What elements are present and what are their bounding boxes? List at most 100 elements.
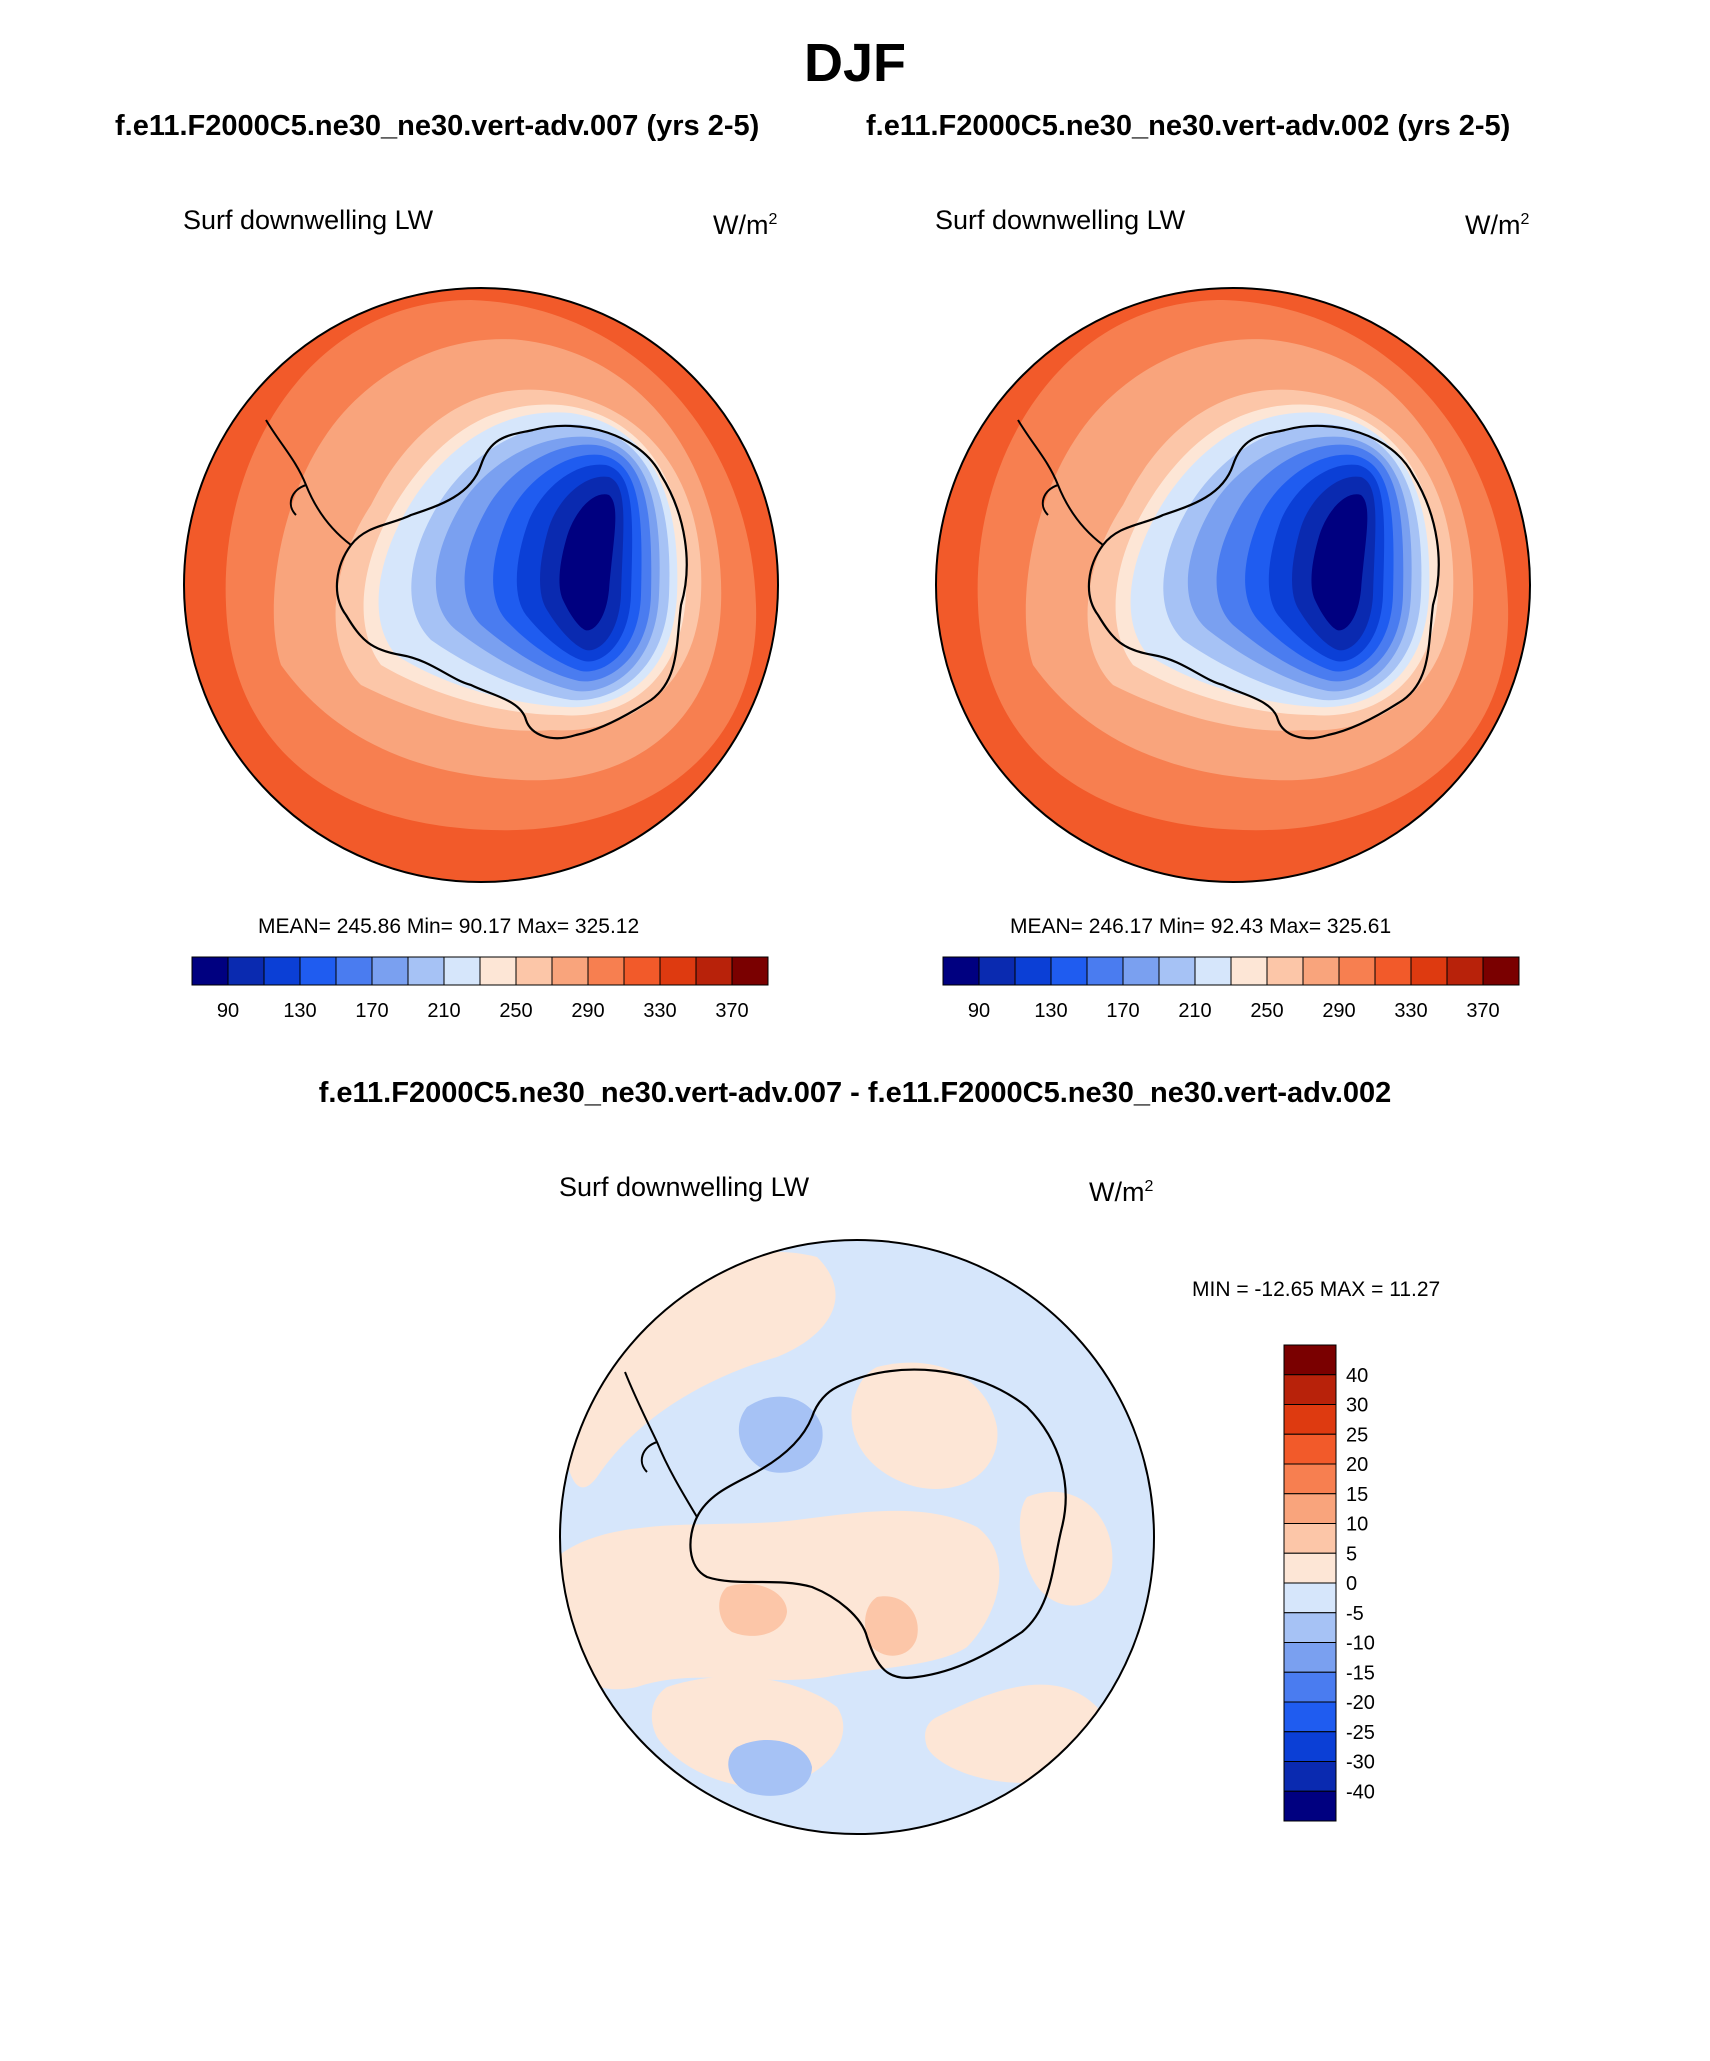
antarctica-coastline bbox=[689, 1368, 1067, 1680]
colorbar-swatch bbox=[1194, 956, 1232, 986]
ice-8 bbox=[1311, 494, 1368, 631]
colorbar-label: 170 bbox=[1106, 1000, 1139, 1022]
diff-pos2-region-1 bbox=[719, 1583, 787, 1636]
colorbar-right: 90 130 170 210 250 290 330 370 bbox=[942, 956, 1520, 1022]
colorbar-swatch bbox=[695, 956, 733, 986]
antarctic-peninsula bbox=[624, 1371, 698, 1518]
colorbar-swatch bbox=[299, 956, 337, 986]
difference-title: f.e11.F2000C5.ne30_ne30.vert-adv.007 - f… bbox=[318, 1077, 1392, 1109]
colorbar-label: 290 bbox=[571, 1000, 604, 1022]
panel-right-stats: MEAN= 246.17 Min= 92.43 Max= 325.61 bbox=[1010, 915, 1392, 938]
colorbar-swatch bbox=[1283, 1671, 1337, 1703]
map-right bbox=[935, 287, 1531, 883]
colorbar-label: 15 bbox=[1346, 1484, 1368, 1506]
colorbar-swatch bbox=[1050, 956, 1088, 986]
colorbar-swatch bbox=[1283, 1642, 1337, 1673]
colorbar-left: 90 130 170 210 250 290 330 370 bbox=[191, 956, 769, 1022]
colorbar-label: 25 bbox=[1346, 1424, 1368, 1446]
ice-8 bbox=[559, 494, 616, 631]
map-border bbox=[183, 287, 779, 883]
colorbar-label: 290 bbox=[1322, 1000, 1355, 1022]
panel-diff-units: W/m2 bbox=[1089, 1177, 1154, 1207]
colorbar-swatch bbox=[263, 956, 301, 986]
colorbar-swatch bbox=[1283, 1344, 1337, 1376]
panel-diff-stats: MIN = -12.65 MAX = 11.27 bbox=[1192, 1278, 1441, 1301]
colorbar-swatch bbox=[1266, 956, 1304, 986]
colorbar-swatch bbox=[623, 956, 661, 986]
panel-right-variable: Surf downwelling LW bbox=[935, 205, 1186, 235]
colorbar-swatch bbox=[1014, 956, 1052, 986]
colorbar-label: 90 bbox=[217, 1000, 239, 1022]
case-left-title: f.e11.F2000C5.ne30_ne30.vert-adv.007 (yr… bbox=[115, 110, 760, 142]
colorbar-label: 250 bbox=[1250, 1000, 1283, 1022]
colorbar-swatch bbox=[978, 956, 1016, 986]
colorbar-swatch bbox=[1122, 956, 1160, 986]
colorbar-label: 90 bbox=[968, 1000, 990, 1022]
colorbar-label: -20 bbox=[1346, 1692, 1375, 1714]
colorbar-label: -15 bbox=[1346, 1662, 1375, 1684]
colorbar-label: 0 bbox=[1346, 1573, 1357, 1595]
colorbar-difference: 40 30 25 20 15 10 5 0 -5 -10 -15 -20 -25 -30 -40 bbox=[1283, 1344, 1375, 1822]
colorbar-swatch bbox=[371, 956, 409, 986]
diff-neg2-region-2 bbox=[728, 1739, 812, 1796]
antarctic-peninsula bbox=[1017, 419, 1104, 546]
antarctic-peninsula bbox=[265, 419, 352, 546]
colorbar-label: 130 bbox=[283, 1000, 316, 1022]
colorbar-label: 370 bbox=[1466, 1000, 1499, 1022]
colorbar-swatch bbox=[1283, 1404, 1337, 1435]
colorbar-swatch bbox=[227, 956, 265, 986]
colorbar-swatch bbox=[443, 956, 481, 986]
colorbar-swatch bbox=[1283, 1374, 1337, 1405]
colorbar-swatch bbox=[335, 956, 373, 986]
colorbar-label: 20 bbox=[1346, 1454, 1368, 1476]
colorbar-label: 330 bbox=[1394, 1000, 1427, 1022]
diff-pos2-region-2 bbox=[865, 1596, 918, 1656]
map-difference bbox=[559, 1239, 1155, 1835]
colorbar-swatch bbox=[515, 956, 553, 986]
colorbar-label: 330 bbox=[643, 1000, 676, 1022]
colorbar-label: -30 bbox=[1346, 1752, 1375, 1774]
colorbar-swatch bbox=[587, 956, 625, 986]
colorbar-label: -5 bbox=[1346, 1603, 1364, 1625]
colorbar-label: 130 bbox=[1034, 1000, 1067, 1022]
colorbar-swatch bbox=[1283, 1523, 1337, 1554]
colorbar-swatch bbox=[479, 956, 517, 986]
panel-left-units: W/m2 bbox=[713, 210, 778, 240]
colorbar-swatch bbox=[1283, 1433, 1337, 1465]
panel-left-variable: Surf downwelling LW bbox=[183, 205, 434, 235]
colorbar-label: 250 bbox=[499, 1000, 532, 1022]
map-left bbox=[183, 287, 779, 883]
case-right-title: f.e11.F2000C5.ne30_ne30.vert-adv.002 (yr… bbox=[866, 110, 1511, 142]
colorbar-swatch bbox=[1230, 956, 1268, 986]
colorbar-swatch bbox=[1283, 1552, 1337, 1584]
colorbar-swatch bbox=[1283, 1790, 1337, 1822]
colorbar-label: 370 bbox=[715, 1000, 748, 1022]
colorbar-swatch bbox=[1283, 1463, 1337, 1495]
antarctica-coastline bbox=[1087, 424, 1440, 740]
colorbar-swatch bbox=[731, 956, 769, 986]
colorbar-swatch bbox=[1283, 1612, 1337, 1643]
panel-right-units: W/m2 bbox=[1465, 210, 1530, 240]
colorbar-label: 10 bbox=[1346, 1514, 1368, 1536]
colorbar-swatch bbox=[1158, 956, 1196, 986]
colorbar-swatch bbox=[1283, 1701, 1337, 1733]
colorbar-swatch bbox=[1283, 1582, 1337, 1614]
colorbar-swatch bbox=[1338, 956, 1376, 986]
colorbar-label: 5 bbox=[1346, 1543, 1357, 1565]
colorbar-label: 170 bbox=[355, 1000, 388, 1022]
colorbar-swatch bbox=[942, 956, 980, 986]
colorbar-swatch bbox=[1283, 1493, 1337, 1524]
colorbar-swatch bbox=[1283, 1731, 1337, 1762]
colorbar-swatch bbox=[1446, 956, 1484, 986]
colorbar-label: 210 bbox=[427, 1000, 460, 1022]
page-title: DJF bbox=[803, 33, 906, 93]
diff-pos-region-4 bbox=[1019, 1491, 1113, 1606]
antarctica-coastline bbox=[335, 424, 688, 740]
colorbar-swatch bbox=[1410, 956, 1448, 986]
colorbar-swatch bbox=[659, 956, 697, 986]
colorbar-label: 40 bbox=[1346, 1365, 1368, 1387]
colorbar-swatch bbox=[1302, 956, 1340, 986]
colorbar-swatch bbox=[1482, 956, 1520, 986]
colorbar-label: -40 bbox=[1346, 1781, 1375, 1803]
colorbar-swatch bbox=[1283, 1761, 1337, 1792]
